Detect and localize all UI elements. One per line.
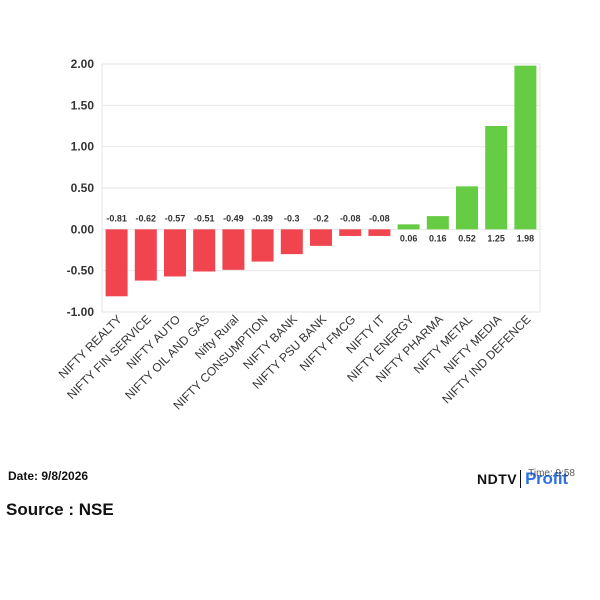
bar (514, 65, 537, 230)
bar (134, 229, 157, 281)
y-tick-label: 0.50 (71, 181, 95, 195)
data-label: 0.52 (458, 233, 476, 243)
bar (251, 229, 274, 262)
data-label: -0.62 (136, 213, 157, 223)
data-label: -0.51 (194, 213, 215, 223)
y-tick-label: 2.00 (71, 57, 95, 71)
data-label: 0.06 (400, 233, 418, 243)
chart-source: Source : NSE (6, 500, 114, 519)
data-labels: -0.81 -0.62 -0.57 -0.51 -0.49 -0.39 -0.3 -0.2 -0… (106, 213, 534, 243)
y-axis-ticks: -1.00 -0.50 0.00 0.50 1.00 1.50 2.00 (67, 57, 95, 319)
bar-chart: -1.00 -0.50 0.00 0.50 1.00 1.50 2.00 -0.81 -0.6… (56, 57, 541, 413)
data-label: 1.25 (487, 233, 505, 243)
ndtv-profit-logo: NDTV Profit Time: 9:58 (477, 468, 583, 490)
bar (485, 126, 508, 230)
data-label: -0.08 (369, 213, 390, 223)
data-label: 0.16 (429, 233, 447, 243)
bar (368, 229, 391, 236)
y-tick-label: 0.00 (71, 222, 95, 236)
y-tick-label: 1.50 (71, 98, 95, 112)
bar (310, 229, 332, 246)
data-label: -0.39 (252, 213, 273, 223)
bars (105, 65, 537, 297)
data-label: -0.2 (313, 213, 329, 223)
data-label: -0.57 (165, 213, 186, 223)
bar (193, 229, 216, 272)
profit-logo: Profit Time: 9:58 (525, 468, 583, 490)
y-tick-label: -1.00 (67, 305, 95, 319)
bar (426, 216, 449, 230)
bar (280, 229, 303, 255)
data-label: -0.49 (223, 213, 244, 223)
y-tick-label: 1.00 (71, 140, 95, 154)
ndtv-logo-text: NDTV (477, 471, 518, 487)
data-label: -0.08 (340, 213, 361, 223)
bar (339, 229, 362, 236)
bar (397, 224, 420, 230)
y-tick-label: -0.50 (67, 264, 95, 278)
bar (164, 229, 186, 277)
chart-time: Time: 9:58 (528, 468, 575, 479)
logo-divider (520, 470, 522, 488)
bar (222, 229, 245, 270)
data-label: -0.81 (106, 213, 127, 223)
bar (105, 229, 128, 297)
profit-logo-text: Profit (525, 469, 568, 488)
data-label: 1.98 (517, 233, 535, 243)
bar (456, 186, 478, 230)
chart-date: Date: 9/8/2026 (8, 469, 89, 483)
data-label: -0.3 (284, 213, 300, 223)
